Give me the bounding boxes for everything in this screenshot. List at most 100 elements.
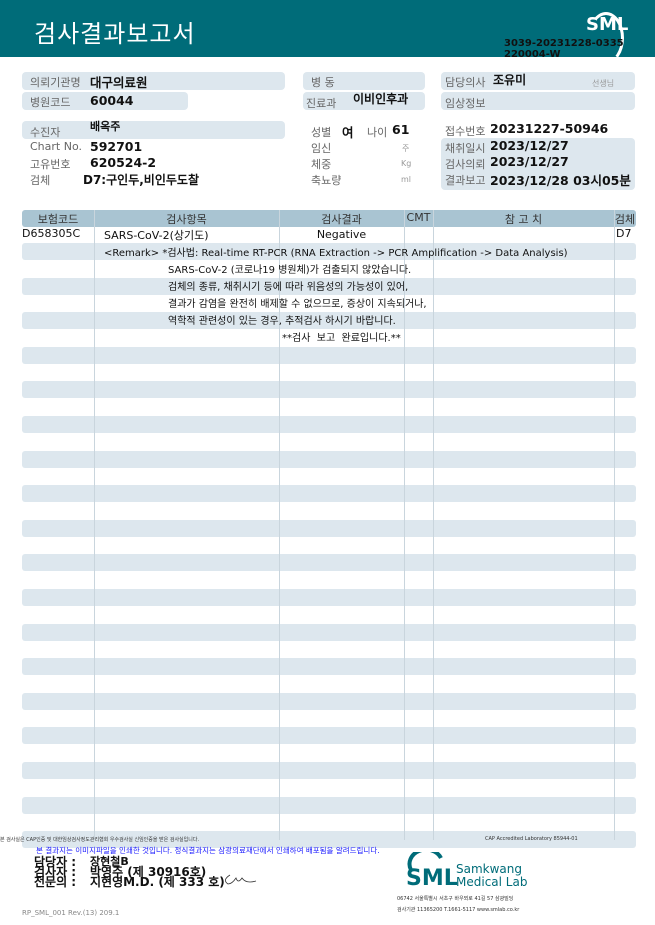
table-stripe xyxy=(22,658,636,676)
table-stripe xyxy=(22,485,636,503)
dates-box xyxy=(441,138,635,190)
lab-name-line2: Medical Lab xyxy=(456,875,528,889)
lab-contact: 검사기관 11365200 T.1661-5117 www.smlab.co.k… xyxy=(397,907,520,913)
cap-note: CAP Accredited Laboratory 85944-01 xyxy=(485,836,578,842)
table-stripe xyxy=(22,554,636,572)
table-stripe xyxy=(22,796,636,814)
specimen-label: 검체 xyxy=(30,174,51,187)
doctor-value: 조유미 xyxy=(493,73,527,87)
table-stripe xyxy=(22,762,636,779)
receipt-value: 20231227-50946 xyxy=(490,121,609,136)
tester-label: 검사자 : xyxy=(34,865,77,879)
institution-value: 대구의료원 xyxy=(90,75,148,90)
row-specimen: D7 xyxy=(616,227,632,240)
requested-value: 2023/12/27 xyxy=(490,154,569,169)
urine-label: 축뇨량 xyxy=(311,174,342,187)
specimen-value: D7:구인두,비인두도찰 xyxy=(83,173,199,187)
hospital-code-label: 병원코드 xyxy=(30,96,71,109)
ward-label: 병 동 xyxy=(311,76,335,89)
cert-note: 본 검사실은 CAP인증 및 대한임상검사정도관리협회 우수검사실 신임인증을 … xyxy=(0,837,200,843)
pregnancy-label: 임신 xyxy=(311,142,332,155)
clinical-box xyxy=(441,92,635,110)
lab-logo: SML xyxy=(406,866,458,891)
age-value: 61 xyxy=(392,122,410,137)
specialist-value: 지현영M.D. (제 333 호) xyxy=(90,875,225,889)
column-divider xyxy=(614,210,615,840)
table-header xyxy=(22,210,636,227)
table-stripe xyxy=(22,727,636,745)
col-header-ref: 참 고 치 xyxy=(504,213,543,226)
tester-value: 박영주 (제 30916호) xyxy=(90,865,207,879)
table-stripe xyxy=(22,381,636,399)
table-stripe xyxy=(22,346,636,364)
doctor-box xyxy=(441,72,635,90)
remark-line: SARS-CoV-2 (코로나19 병원체)가 검출되지 않았습니다. xyxy=(168,265,412,276)
signature-icon xyxy=(225,874,257,885)
table-stripe xyxy=(22,243,636,260)
dept-box xyxy=(303,92,425,110)
age-label: 나이 xyxy=(367,126,388,139)
patient-box xyxy=(22,121,285,139)
row-result: Negative xyxy=(316,228,367,241)
sex-value: 여 xyxy=(342,125,354,140)
form-code: RP_SML_001 Rev.(13) 209.1 xyxy=(22,909,120,917)
collected-label: 채취일시 xyxy=(445,142,486,155)
id-label: 고유번호 xyxy=(30,158,71,171)
remark-line: 검체의 종류, 채취시기 등에 따라 위음성의 가능성이 있어, xyxy=(168,282,409,293)
table-stripe xyxy=(22,312,636,330)
chart-value: 592701 xyxy=(90,139,143,154)
urine-unit: ml xyxy=(401,175,412,184)
row-item: SARS-CoV-2(상기도) xyxy=(104,229,209,242)
col-header-cmt: CMT xyxy=(406,211,431,224)
institution-box xyxy=(22,72,285,90)
specialist-label: 전문의 : xyxy=(34,875,77,889)
dept-label: 진료과 xyxy=(306,97,337,110)
patient-value: 배옥주 xyxy=(90,120,121,133)
patient-label: 수진자 xyxy=(30,126,61,139)
reported-label: 결과보고 xyxy=(445,174,486,187)
hospital-code-box xyxy=(22,92,188,110)
sex-label: 성별 xyxy=(311,126,332,139)
reported-value: 2023/12/28 03시05분 xyxy=(490,173,631,188)
doctor-suffix: 선생님 xyxy=(592,79,615,88)
column-divider xyxy=(94,210,95,840)
table-stripe xyxy=(22,589,636,606)
doctor-label: 담당의사 xyxy=(445,76,486,89)
column-divider xyxy=(404,210,405,840)
table-stripe xyxy=(22,519,636,537)
col-header-result: 검사결과 xyxy=(321,213,362,226)
manager-label: 담당자 : xyxy=(34,855,77,869)
lab-address: 06742 서울특별시 서초구 바우뫼로 41길 57 삼광빌딩 xyxy=(397,896,514,902)
table-stripe xyxy=(22,831,636,849)
lab-logo-arc-icon xyxy=(407,852,443,871)
doc-number-suffix: 220004-W xyxy=(504,49,561,60)
ward-box xyxy=(303,72,425,90)
column-divider xyxy=(279,210,280,840)
remark-line: 역학적 관련성이 있는 경우, 추적검사 하시기 바랍니다. xyxy=(168,316,396,327)
table-stripe xyxy=(22,450,636,468)
clinical-label: 임상정보 xyxy=(445,97,486,110)
remark-line: **검사 보고 완료입니다.** xyxy=(282,333,401,344)
institution-label: 의뢰기관명 xyxy=(30,76,81,89)
weight-label: 체중 xyxy=(311,158,332,171)
chart-label: Chart No. xyxy=(30,140,82,153)
table-stripe xyxy=(22,692,636,710)
requested-label: 검사의뢰 xyxy=(445,158,486,171)
column-divider xyxy=(433,210,434,840)
lab-name: Samkwang Medical Lab xyxy=(456,863,527,889)
collected-value: 2023/12/27 xyxy=(490,138,569,153)
page-title: 검사결과보고서 xyxy=(34,20,196,48)
notice: 본 결과지는 이미지파일을 인쇄한 것입니다. 정식결과지는 삼광의료재단에서 … xyxy=(36,846,380,855)
weight-unit: Kg xyxy=(401,159,412,168)
header-bar xyxy=(0,0,655,57)
sml-logo: SML xyxy=(586,14,629,35)
table-stripe xyxy=(22,623,636,641)
row-code: D658305C xyxy=(22,227,81,240)
dept-value: 이비인후과 xyxy=(353,92,409,106)
id-value: 620524-2 xyxy=(90,155,157,170)
pregnancy-unit: 주 xyxy=(402,144,410,153)
receipt-label: 접수번호 xyxy=(445,125,486,138)
col-header-item: 검사항목 xyxy=(166,213,207,226)
doc-number: 3039-20231228-0335 220004-W xyxy=(504,38,624,60)
hospital-code-value: 60044 xyxy=(90,93,134,108)
